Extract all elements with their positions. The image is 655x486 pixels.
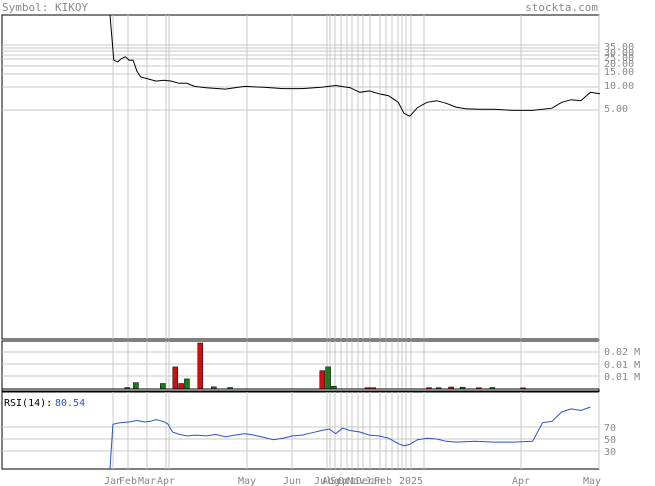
x-axis-label: Oct (338, 476, 356, 486)
volume-y-tick: 0.01 M (604, 372, 640, 383)
price-y-tick: 10.00 (604, 81, 634, 92)
x-axis-label: May (583, 476, 601, 486)
volume-bar (319, 370, 326, 390)
x-axis-label: Sep (330, 476, 348, 486)
price-y-tick: 15.00 (604, 67, 634, 78)
x-axis-label: Apr (157, 476, 175, 486)
volume-bar (133, 382, 139, 390)
price-y-tick: 25.00 (604, 53, 634, 64)
x-axis-label: 2025 (399, 476, 423, 486)
price-line (109, 14, 601, 117)
volume-bar (197, 342, 204, 390)
rsi-value: 80.54 (55, 398, 85, 409)
volume-bar (325, 366, 331, 390)
x-axis-label: Dec (356, 476, 374, 486)
x-axis-label: Aug (322, 476, 340, 486)
volume-bar (160, 383, 166, 390)
volume-bar (184, 378, 190, 390)
price-panel-frame (1, 14, 600, 340)
rsi-label: RSI(14): (4, 398, 52, 409)
volume-bars (124, 342, 526, 390)
x-axis-label: Mar (138, 476, 156, 486)
x-axis-label: Apr (512, 476, 530, 486)
rsi-line (109, 406, 591, 470)
volume-panel: 0.02 M 0.01 M0.01 M (1, 340, 640, 392)
rsi-y-tick: 70 (604, 423, 616, 434)
volume-panel-frame (1, 340, 600, 392)
price-grid (2, 15, 600, 339)
volume-y-tick: 0.02 M (604, 347, 640, 358)
volume-y-tick: 0.01 M (604, 360, 640, 371)
volume-grid (2, 341, 600, 389)
price-y-tick: 35.00 (604, 42, 634, 53)
rsi-y-tick: 50 (604, 435, 616, 446)
volume-bar (172, 366, 179, 390)
x-axis-label: Feb (119, 476, 137, 486)
site-label: stockta.com (525, 1, 598, 14)
x-axis-label: Jan (104, 476, 122, 486)
symbol-label: Symbol: KIKOY (2, 1, 88, 14)
x-axis-label: Jun (283, 476, 301, 486)
x-axis-label: Jul (314, 476, 332, 486)
price-y-tick: 20.00 (604, 59, 634, 70)
x-axis-label: May (238, 476, 256, 486)
x-axis-label: Nov (347, 476, 365, 486)
x-axis-label: Jan (365, 476, 383, 486)
x-axis-label: Feb (374, 476, 392, 486)
rsi-grid (2, 392, 600, 469)
price-y-tick: 30.00 (604, 48, 634, 59)
rsi-y-tick: 30 (604, 447, 616, 458)
rsi-panel-frame (1, 391, 600, 470)
volume-bar (178, 383, 184, 390)
volume-y-ticks: 0.02 M 0.01 M0.01 M (604, 347, 640, 383)
price-y-tick: 5.00 (604, 104, 628, 115)
